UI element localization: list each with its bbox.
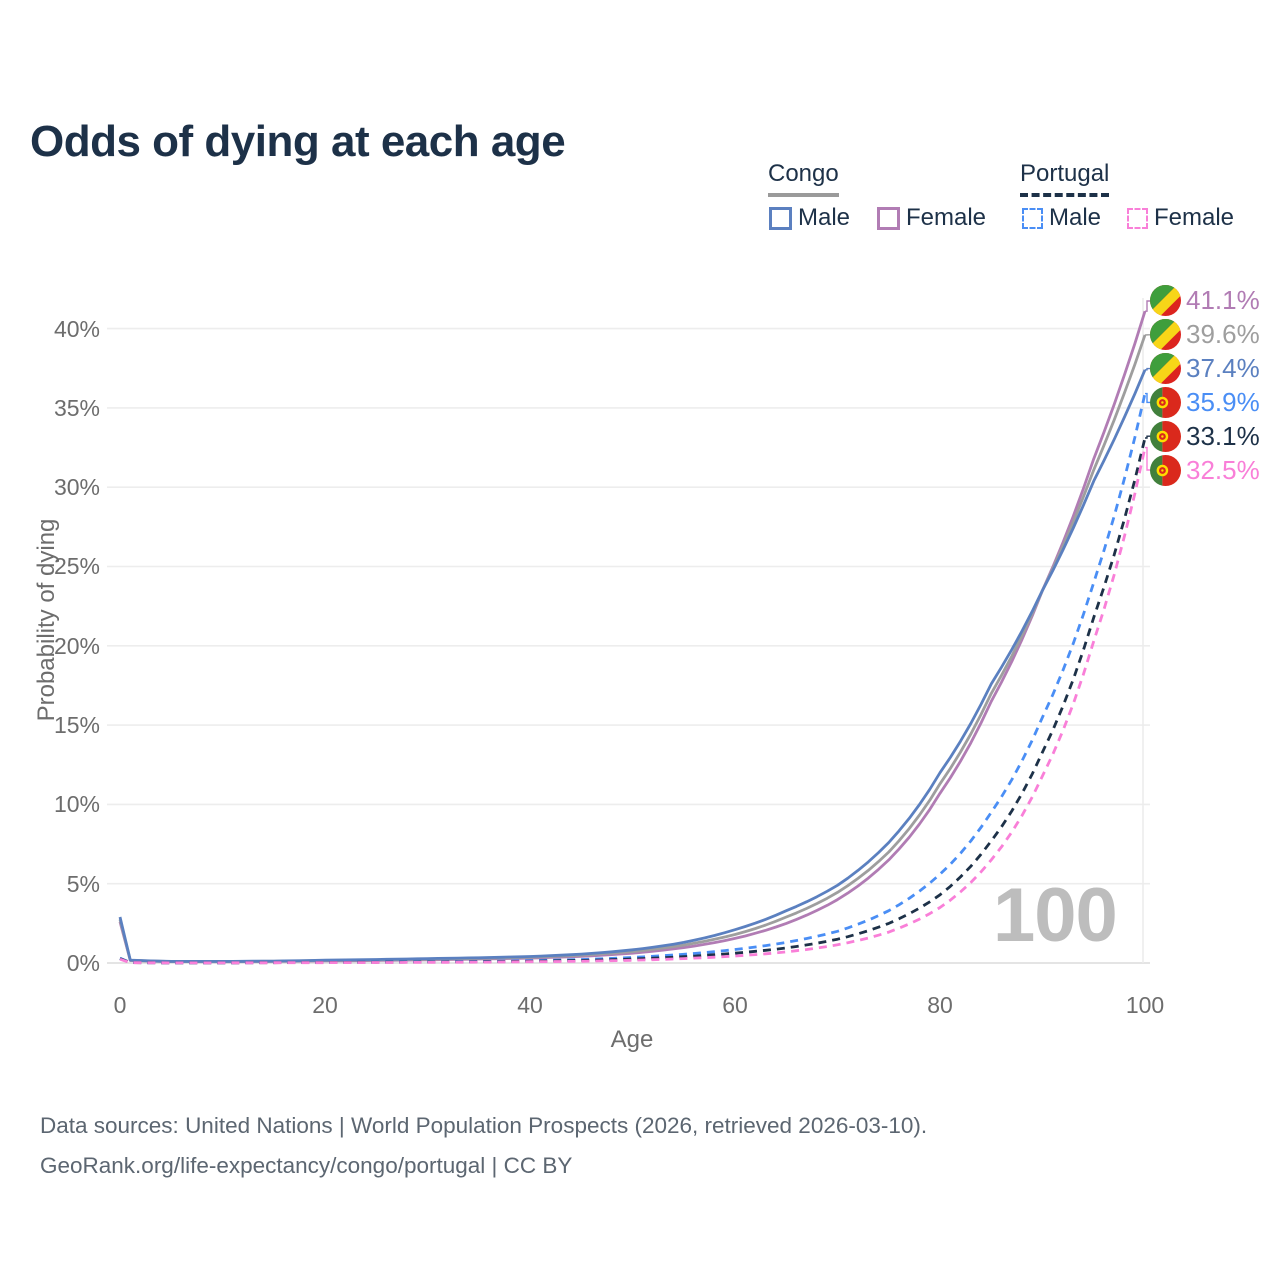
y-tick-label: 30%	[53, 474, 100, 500]
footer: Data sources: United Nations | World Pop…	[40, 1106, 927, 1186]
congo-male-swatch-icon	[769, 206, 792, 230]
end-label-congo-male: 37.4%	[1150, 353, 1260, 384]
congo-flag-icon	[1150, 319, 1181, 350]
portugal-flag-icon	[1150, 387, 1181, 418]
y-tick-label: 20%	[53, 633, 100, 659]
congo-flag-icon	[1150, 353, 1181, 384]
x-tick-label: 80	[927, 992, 953, 1018]
x-tick-label: 40	[517, 992, 543, 1018]
end-label-portugal-male: 35.9%	[1150, 387, 1260, 418]
end-label-portugal-both: 33.1%	[1150, 421, 1260, 452]
legend-header-congo: Congo	[768, 160, 839, 197]
current-age-watermark: 100	[993, 873, 1118, 958]
portugal-flag-icon	[1150, 421, 1181, 452]
y-tick-label: 35%	[53, 395, 100, 421]
congo-flag-icon	[1150, 285, 1181, 316]
y-tick-label: 10%	[53, 791, 100, 817]
y-tick-label: 5%	[66, 871, 100, 897]
legend-label-portugal-female: Female	[1154, 204, 1235, 231]
legend-item-portugal-male[interactable]: Male	[1022, 204, 1101, 232]
legend-label-portugal-male: Male	[1049, 204, 1102, 231]
end-label-value: 37.4%	[1186, 353, 1260, 383]
legend-item-congo-female[interactable]: Female	[877, 204, 986, 232]
end-label-value: 39.6%	[1186, 319, 1260, 349]
portugal-female-swatch-icon	[1127, 207, 1148, 229]
congo-female-swatch-icon	[877, 206, 900, 230]
y-tick-label: 40%	[53, 316, 100, 342]
legend-label-congo-female: Female	[906, 204, 987, 231]
x-tick-label: 60	[722, 992, 748, 1018]
legend-item-congo-male[interactable]: Male	[769, 204, 850, 232]
end-label-value: 35.9%	[1186, 387, 1260, 417]
footer-url[interactable]: GeoRank.org/life-expectancy/congo/portug…	[40, 1153, 573, 1178]
portugal-male-swatch-icon	[1022, 207, 1043, 229]
footer-sources: Data sources: United Nations | World Pop…	[40, 1113, 928, 1138]
y-tick-label: 15%	[53, 712, 100, 738]
x-tick-label: 0	[113, 992, 127, 1018]
x-tick-label: 20	[312, 992, 338, 1018]
x-axis-title: Age	[610, 1026, 654, 1053]
end-label-value: 33.1%	[1186, 421, 1260, 451]
end-label-value: 32.5%	[1186, 455, 1260, 485]
end-label-congo-both: 39.6%	[1150, 319, 1260, 350]
end-label-congo-female: 41.1%	[1150, 285, 1260, 316]
x-tick-label: 100	[1125, 992, 1165, 1018]
legend-label-congo-male: Male	[798, 204, 851, 231]
end-label-value: 41.1%	[1186, 285, 1260, 315]
legend-header-portugal: Portugal	[1020, 160, 1110, 197]
legend-item-portugal-female[interactable]: Female	[1127, 204, 1234, 232]
end-label-portugal-female: 32.5%	[1150, 455, 1260, 486]
y-tick-label: 25%	[53, 553, 100, 579]
page-title: Odds of dying at each age	[30, 117, 566, 167]
portugal-flag-icon	[1150, 455, 1181, 486]
y-tick-label: 0%	[66, 950, 100, 976]
